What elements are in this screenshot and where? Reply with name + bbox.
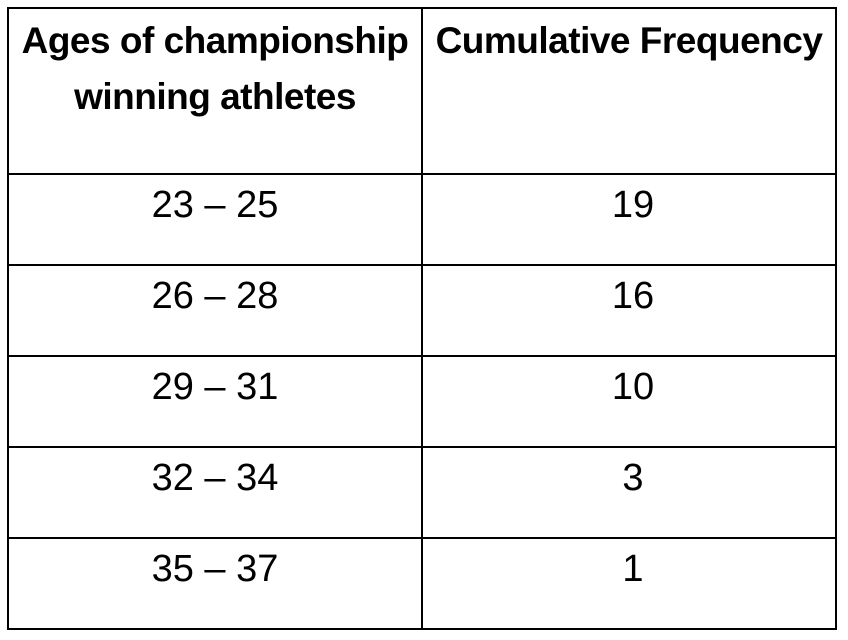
age-range-cell: 23 – 25 [7,173,423,266]
table-row: 26 – 28 16 [7,264,837,357]
header-row: Ages of championship winning athletes Cu… [7,7,837,175]
age-range-value: 26 – 28 [151,275,279,317]
table-row: 23 – 25 19 [7,173,837,266]
table-row: 35 – 37 1 [7,537,837,630]
age-range-cell: 32 – 34 [7,446,423,539]
age-column-header: Ages of championship winning athletes [7,7,423,175]
cumulative-frequency-cell: 1 [421,537,837,630]
table-row: 32 – 34 3 [7,446,837,539]
age-range-value: 32 – 34 [151,457,279,499]
age-range-value: 23 – 25 [151,184,279,226]
cumulative-frequency-value: 16 [611,275,655,317]
age-range-cell: 26 – 28 [7,264,423,357]
age-header-label: Ages of championship winning athletes [21,20,409,117]
cumulative-frequency-value: 3 [622,457,644,499]
age-range-value: 35 – 37 [151,548,279,590]
cumulative-frequency-cell: 16 [421,264,837,357]
cumulative-frequency-header-label: Cumulative Frequency [435,20,823,61]
table-row: 29 – 31 10 [7,355,837,448]
cumulative-frequency-value: 1 [622,548,644,590]
cumulative-frequency-column-header: Cumulative Frequency [421,7,837,175]
cumulative-frequency-cell: 10 [421,355,837,448]
age-range-value: 29 – 31 [151,366,279,408]
cumulative-frequency-value: 19 [611,184,655,226]
cumulative-frequency-cell: 19 [421,173,837,266]
cumulative-frequency-cell: 3 [421,446,837,539]
cumulative-frequency-table: Ages of championship winning athletes Cu… [7,7,837,630]
cumulative-frequency-value: 10 [611,366,655,408]
age-range-cell: 35 – 37 [7,537,423,630]
age-range-cell: 29 – 31 [7,355,423,448]
